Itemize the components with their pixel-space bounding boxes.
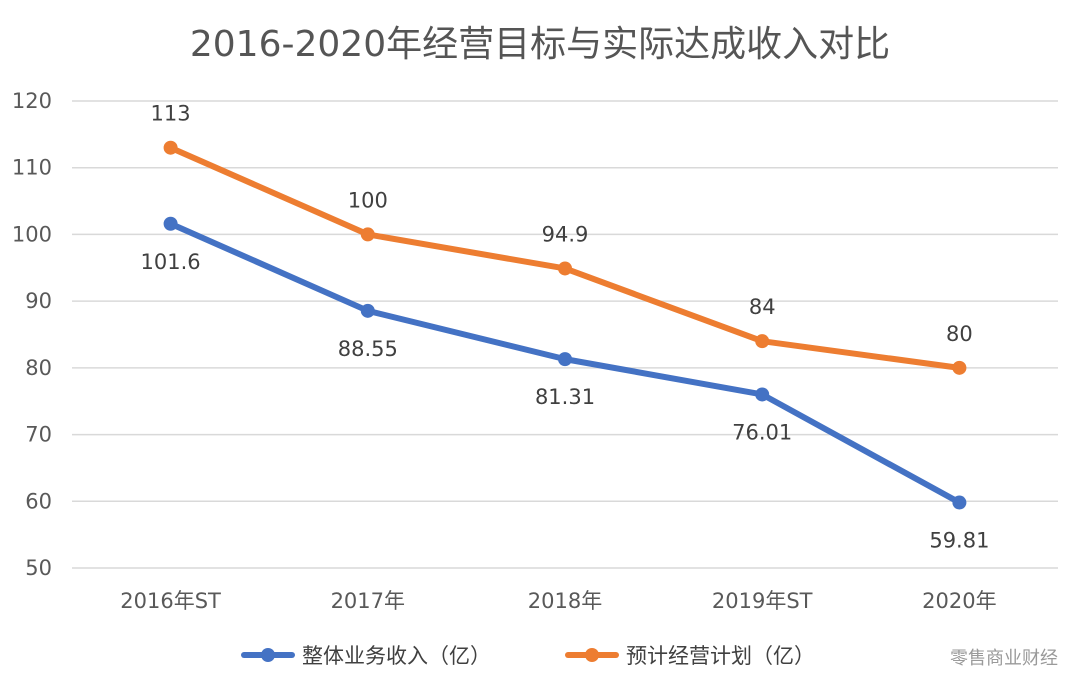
data-label: 101.6 bbox=[141, 250, 201, 274]
y-axis: 50 60 70 80 90 100 110 120 bbox=[12, 89, 52, 580]
series-group: 101.6 88.55 81.31 76.01 59.81 113 100 94.9 84 80 bbox=[141, 102, 990, 553]
y-tick-label: 60 bbox=[25, 489, 52, 513]
y-tick-label: 100 bbox=[12, 222, 52, 246]
x-tick-label: 2019年ST bbox=[712, 589, 813, 613]
x-axis: 2016年ST 2017年 2018年 2019年ST 2020年 bbox=[120, 589, 996, 613]
data-point bbox=[755, 334, 770, 349]
gridlines bbox=[72, 100, 1058, 569]
data-label: 59.81 bbox=[929, 529, 989, 553]
legend-label: 预计经营计划（亿） bbox=[626, 644, 815, 668]
x-tick-label: 2018年 bbox=[528, 589, 602, 613]
data-label: 88.55 bbox=[338, 337, 398, 361]
y-tick-label: 50 bbox=[25, 556, 52, 580]
legend: 整体业务收入（亿） 预计经营计划（亿） bbox=[241, 644, 815, 668]
legend-marker bbox=[261, 648, 275, 662]
legend-label: 整体业务收入（亿） bbox=[302, 644, 491, 668]
data-point bbox=[558, 352, 572, 367]
watermark: 零售商业财经 bbox=[950, 648, 1058, 669]
data-label: 80 bbox=[946, 322, 973, 346]
chart-title: 2016-2020年经营目标与实际达成收入对比 bbox=[190, 24, 890, 65]
series-line-1 bbox=[167, 144, 963, 371]
data-point bbox=[360, 227, 375, 242]
data-point bbox=[952, 360, 967, 375]
data-label: 113 bbox=[151, 102, 191, 126]
y-tick-label: 80 bbox=[25, 356, 52, 380]
data-label: 84 bbox=[749, 295, 776, 319]
data-point bbox=[558, 261, 572, 276]
data-point bbox=[163, 216, 178, 231]
data-label: 76.01 bbox=[732, 420, 792, 444]
data-label: 81.31 bbox=[535, 385, 595, 409]
x-tick-label: 2016年ST bbox=[120, 589, 221, 613]
x-tick-label: 2017年 bbox=[331, 589, 405, 613]
x-tick-label: 2020年 bbox=[922, 589, 996, 613]
data-point bbox=[952, 495, 967, 510]
y-tick-label: 90 bbox=[25, 289, 52, 313]
y-tick-label: 70 bbox=[25, 423, 52, 447]
data-label: 94.9 bbox=[542, 222, 589, 246]
data-label: 100 bbox=[348, 188, 388, 212]
legend-marker bbox=[585, 648, 599, 662]
data-point bbox=[163, 140, 178, 155]
data-point bbox=[755, 387, 770, 402]
data-point bbox=[360, 303, 375, 318]
y-tick-label: 110 bbox=[12, 156, 52, 180]
y-tick-label: 120 bbox=[12, 89, 52, 113]
